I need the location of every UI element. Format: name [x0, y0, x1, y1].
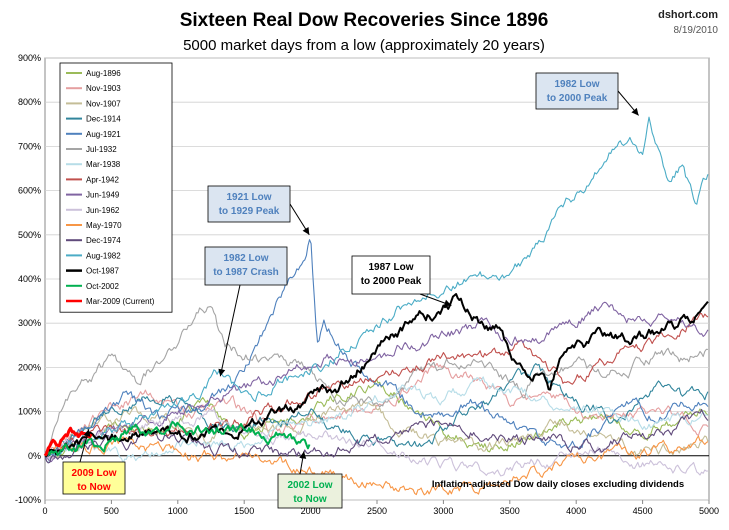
y-tick-label: 200% [18, 362, 41, 372]
series-line-dec-1974 [44, 408, 709, 464]
y-tick-label: 800% [18, 97, 41, 107]
source-label: dshort.com [658, 9, 718, 21]
x-tick-label: 3500 [500, 506, 520, 516]
annotation-arrow [219, 284, 241, 377]
annotation-text: to Now [293, 494, 327, 505]
x-tick-label: 0 [42, 506, 47, 516]
annotations: 1921 Low to 1929 Peak 1982 Low to 1987 Cras… [62, 72, 639, 509]
legend-label: Aug-1921 [86, 130, 121, 139]
x-tick-label: 4000 [566, 506, 586, 516]
series-line-dec-1914 [44, 363, 709, 459]
series-line-jul-1932 [44, 306, 708, 456]
y-tick-label: 700% [18, 141, 41, 151]
annotation-text: to 2000 Peak [361, 276, 422, 287]
series-line-may-1970 [44, 435, 709, 496]
chart-subtitle: 5000 market days from a low (approximate… [183, 37, 545, 54]
y-tick-label: 300% [18, 318, 41, 328]
legend-label: Nov-1907 [86, 99, 121, 108]
annotation-text: 1982 Low [554, 79, 599, 90]
y-tick-label: 400% [18, 274, 41, 284]
annotation-text: 1987 Low [368, 262, 413, 273]
annotation-text: 1982 Low [223, 253, 268, 264]
annotation-text: to 2000 Peak [547, 93, 608, 104]
annotation-arrowhead [83, 429, 91, 437]
annotation-text: 2002 Low [287, 480, 332, 491]
annotation-text: to Now [77, 482, 111, 493]
series-line-aug-1921 [44, 239, 709, 460]
legend-label: May-1970 [86, 221, 122, 230]
y-tick-label: 900% [18, 53, 41, 63]
legend-label: Jun-1962 [86, 206, 120, 215]
series-lines [43, 116, 709, 496]
annotation-text: to 1929 Peak [219, 206, 280, 217]
x-tick-label: 2500 [367, 506, 387, 516]
x-tick-label: 4500 [633, 506, 653, 516]
chart-title: Sixteen Real Dow Recoveries Since 1896 [180, 10, 549, 31]
annotation-box [62, 461, 126, 495]
x-tick-label: 5000 [699, 506, 719, 516]
annotation-box [351, 255, 431, 295]
legend-label: Oct-2002 [86, 282, 119, 291]
annotation-arrowhead [218, 368, 226, 377]
series-line-nov-1907 [44, 400, 709, 459]
y-tick-label: 0% [28, 451, 41, 461]
y-tick-label: 500% [18, 230, 41, 240]
annotation-text: to 1987 Crash [213, 267, 279, 278]
chart-note: Inflation-adjusted Dow daily closes excl… [432, 479, 684, 490]
annotation-box [277, 473, 343, 509]
annotation-box [204, 246, 288, 286]
annotation-arrowhead [443, 299, 452, 307]
legend-label: Aug-1982 [86, 251, 121, 260]
series-line-aug-1982 [44, 116, 709, 456]
x-tick-label: 1500 [234, 506, 254, 516]
legend-label: Oct-1987 [86, 267, 119, 276]
legend-label: Dec-1974 [86, 236, 121, 245]
y-tick-label: -100% [15, 495, 41, 505]
annotation-text: 2009 Low [71, 468, 116, 479]
series-line-nov-1903 [44, 362, 709, 458]
y-tick-label: 600% [18, 186, 41, 196]
date-label: 8/19/2010 [674, 25, 719, 36]
series-line-mar-1938 [44, 376, 709, 464]
annotation-box [535, 72, 619, 110]
legend-label: Dec-1914 [86, 115, 121, 124]
series-line-oct-2002 [44, 420, 311, 457]
annotation-arrowhead [302, 227, 310, 235]
annotation-arrowhead [631, 107, 639, 116]
annotation-arrowhead [299, 451, 307, 459]
legend-label: Aug-1896 [86, 69, 121, 78]
legend-label: Jun-1949 [86, 191, 120, 200]
series-line-mar-2009-current [43, 426, 93, 457]
x-tick-label: 1000 [168, 506, 188, 516]
annotation-text: 1921 Low [226, 192, 271, 203]
y-axis-ticks: -100% 0% 100% 200% 300% 400% 500% 600% 700% 800% 9… [15, 53, 41, 505]
y-tick-label: 100% [18, 407, 41, 417]
x-tick-label: 3000 [433, 506, 453, 516]
legend-label: Apr-1942 [86, 175, 119, 184]
series-line-oct-1987 [44, 293, 709, 458]
legend-label: Mar-1938 [86, 160, 121, 169]
legend-label: Mar-2009 (Current) [86, 297, 155, 306]
series-line-jun-1962 [44, 408, 708, 477]
legend-label: Jul-1932 [86, 145, 117, 154]
legend-label: Nov-1903 [86, 84, 121, 93]
x-axis-ticks: 0 500 1000 1500 2000 2500 3000 3500 4000 4500 5000 [42, 500, 719, 516]
x-tick-label: 2000 [301, 506, 321, 516]
annotation-box [207, 185, 291, 223]
legend: Aug-1896 Nov-1903 Nov-1907 Dec-1914 Aug-1921… [59, 62, 173, 313]
x-tick-label: 500 [104, 506, 119, 516]
